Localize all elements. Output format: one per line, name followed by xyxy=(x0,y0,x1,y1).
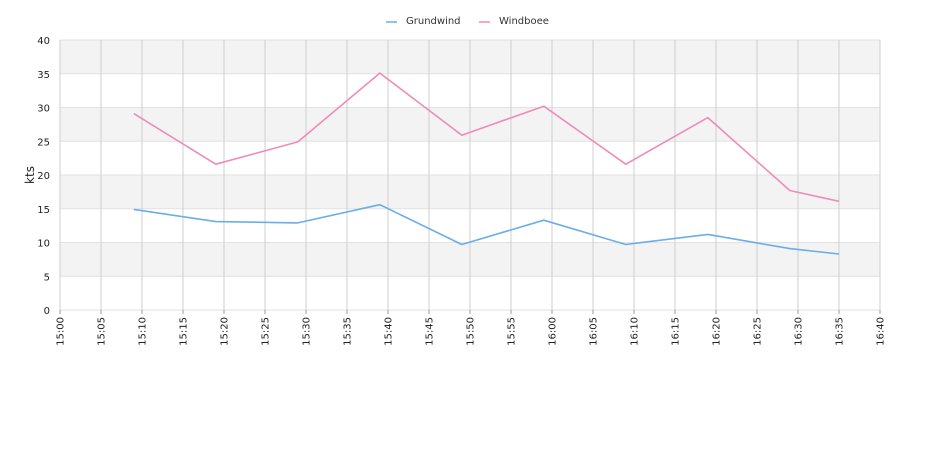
x-tick-label: 15:50 xyxy=(466,317,477,346)
series-line-grundwind xyxy=(133,203,840,255)
y-tick-label: 25 xyxy=(37,137,50,148)
y-tick-label: 35 xyxy=(37,70,50,81)
x-tick-label: 15:05 xyxy=(97,317,108,346)
x-tick-label: 16:00 xyxy=(548,317,559,346)
y-tick-label: 0 xyxy=(44,306,50,317)
x-tick-label: 15:15 xyxy=(179,317,190,346)
x-tick-label: 15:35 xyxy=(343,317,354,346)
legend-label: Windboee xyxy=(499,16,549,27)
y-tick-label: 20 xyxy=(37,171,50,182)
x-tick-label: 15:00 xyxy=(56,317,67,346)
y-tick-label: 10 xyxy=(37,239,50,250)
x-tick-label: 15:30 xyxy=(302,317,313,346)
y-tick-label: 5 xyxy=(44,272,50,283)
x-tick-label: 15:25 xyxy=(261,317,272,346)
x-tick-label: 16:15 xyxy=(671,317,682,346)
data-series xyxy=(133,72,840,255)
y-tick-label: 30 xyxy=(37,104,50,115)
y-axis-label: kts xyxy=(23,166,37,184)
legend[interactable]: Grundwind Windboee xyxy=(386,16,549,27)
x-tick-label: 15:40 xyxy=(384,317,395,346)
x-tick-label: 16:35 xyxy=(835,317,846,346)
x-tick-label: 16:10 xyxy=(630,317,641,346)
y-axis-ticks: 0 5 10 15 20 25 30 35 40 xyxy=(37,36,50,317)
y-tick-label: 40 xyxy=(37,36,50,47)
x-tick-label: 16:20 xyxy=(712,317,723,346)
x-tick-label: 15:20 xyxy=(220,317,231,346)
x-tick-label: 15:10 xyxy=(138,317,149,346)
legend-item-grundwind[interactable]: Grundwind xyxy=(386,16,461,27)
series-line-windboee xyxy=(133,72,840,203)
x-tick-label: 16:25 xyxy=(753,317,764,346)
y-tick-label: 15 xyxy=(37,205,50,216)
x-tick-label: 16:40 xyxy=(876,317,887,346)
legend-item-windboee[interactable]: Windboee xyxy=(479,16,549,27)
x-axis-ticks: 15:00 15:05 15:10 15:15 15:20 15:25 15:30 15:35… xyxy=(56,310,887,346)
x-tick-label: 16:05 xyxy=(589,317,600,346)
grid-lines xyxy=(59,39,881,311)
x-tick-label: 16:30 xyxy=(794,317,805,346)
x-tick-label: 15:45 xyxy=(425,317,436,346)
x-tick-label: 15:55 xyxy=(507,317,518,346)
legend-label: Grundwind xyxy=(406,16,461,27)
